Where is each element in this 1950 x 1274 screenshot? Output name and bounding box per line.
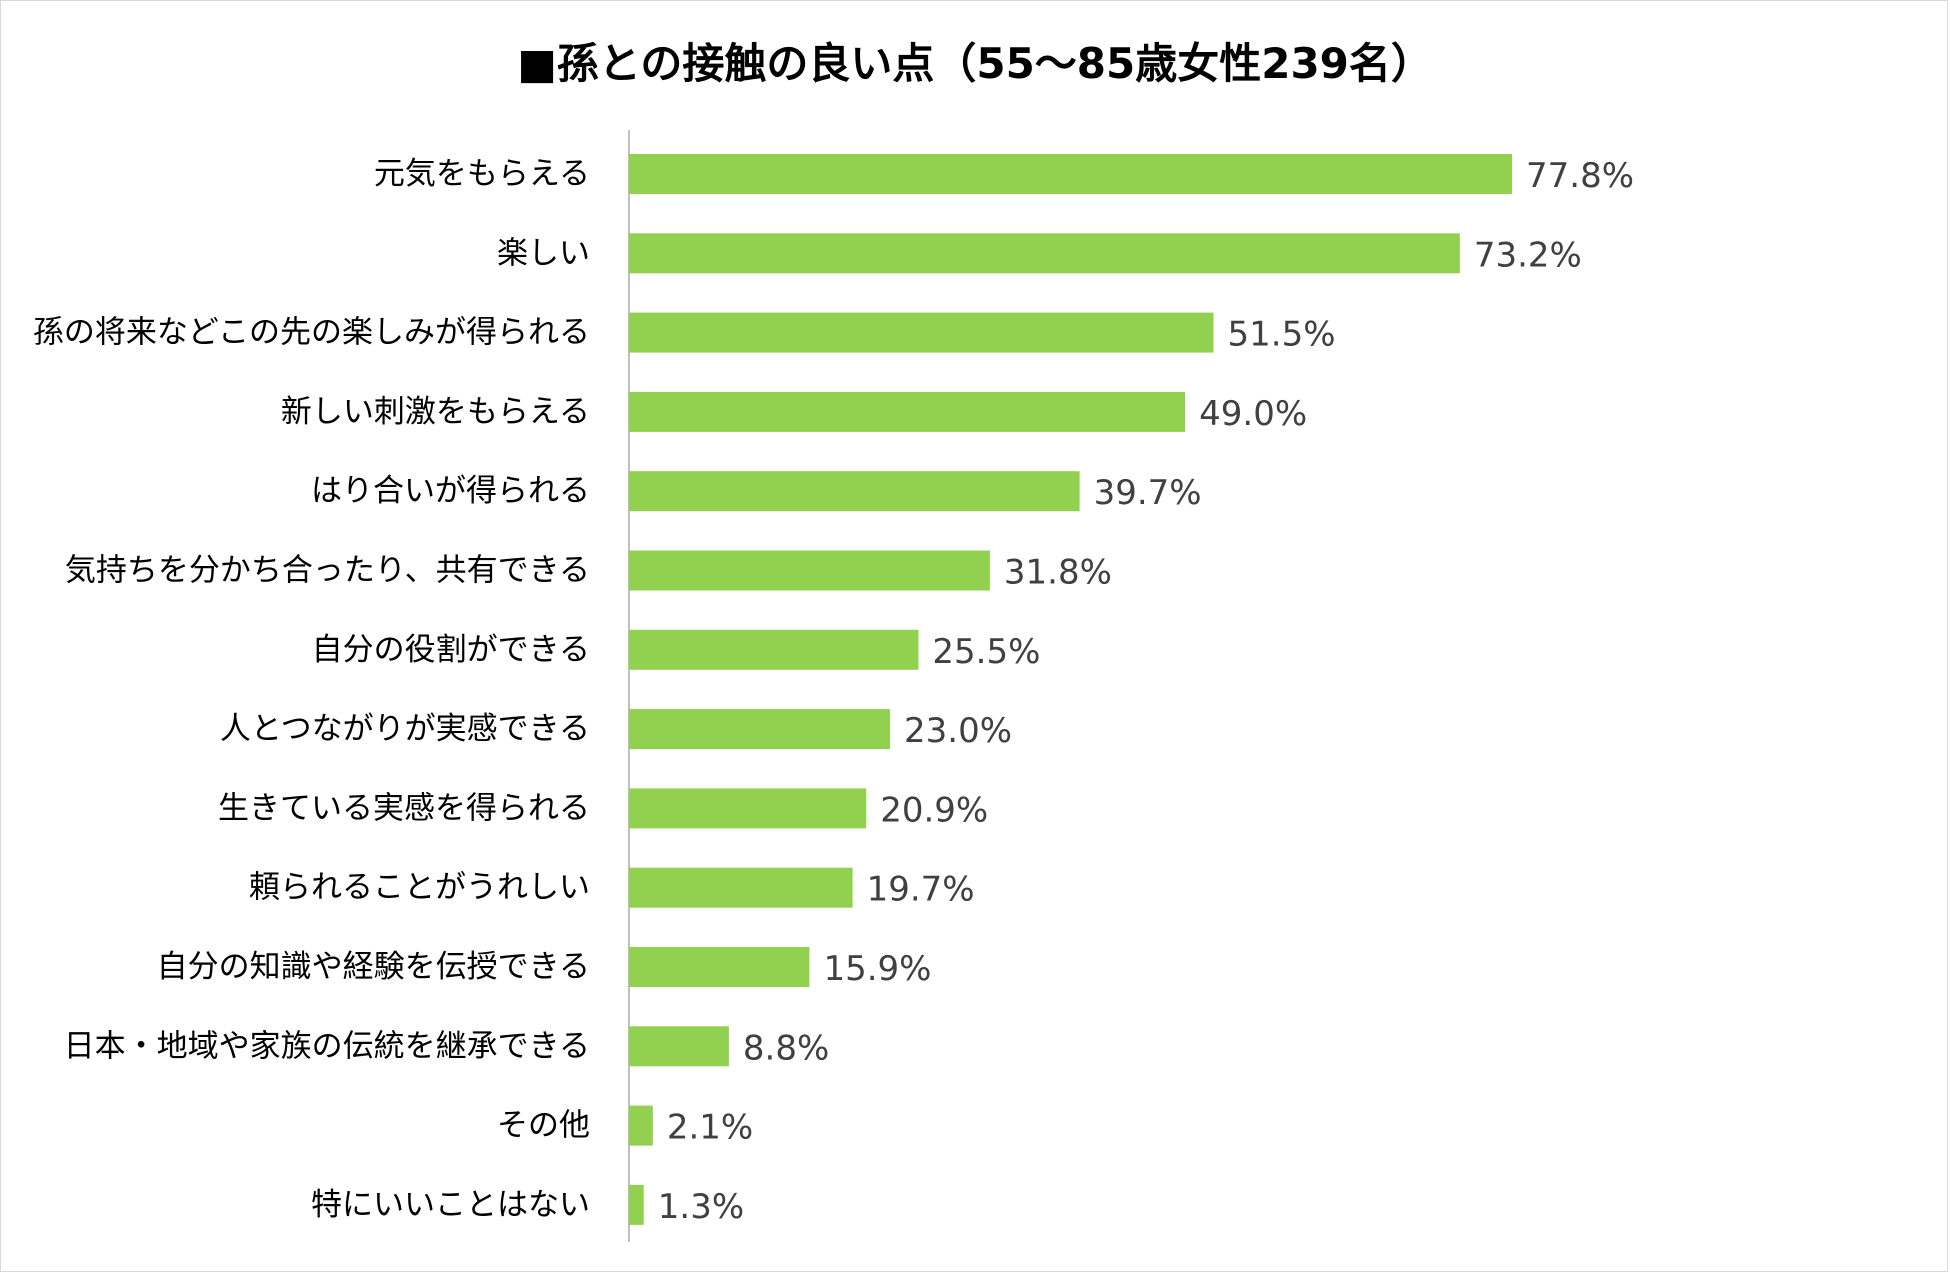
value-label: 1.3% bbox=[658, 1187, 744, 1227]
value-label: 49.0% bbox=[1199, 394, 1307, 434]
category-label: 元気をもらえる bbox=[374, 156, 590, 192]
bar bbox=[629, 391, 1186, 432]
bar bbox=[629, 709, 891, 750]
category-label: 新しい刺激をもらえる bbox=[281, 394, 590, 430]
bar bbox=[629, 1184, 644, 1225]
category-label: 頼られることがうれしい bbox=[249, 870, 590, 906]
category-label: 自分の役割ができる bbox=[312, 632, 590, 668]
category-label: 特にいいことはない bbox=[311, 1187, 590, 1223]
category-label: 気持ちを分かち合ったり、共有できる bbox=[65, 553, 590, 589]
category-label: 生きている実感を得られる bbox=[218, 790, 590, 826]
value-label: 73.2% bbox=[1474, 235, 1582, 275]
bar bbox=[629, 312, 1214, 353]
value-labels-group: 77.8% 73.2% 51.5% 49.0% 39.7% 31.8% 25.5% 23.0%… bbox=[658, 156, 1634, 1227]
value-label: 25.5% bbox=[932, 632, 1040, 672]
category-label: 孫の将来などこの先の楽しみが得られる bbox=[33, 315, 590, 351]
bar bbox=[629, 788, 867, 829]
category-label: その他 bbox=[497, 1108, 590, 1144]
value-label: 15.9% bbox=[823, 949, 931, 989]
bar bbox=[629, 154, 1513, 194]
category-label: はり合いが得られる bbox=[311, 473, 590, 509]
bar bbox=[629, 867, 853, 908]
bar bbox=[629, 1026, 729, 1067]
bar bbox=[629, 550, 990, 591]
category-label: 自分の知識や経験を伝授できる bbox=[157, 949, 590, 985]
value-label: 20.9% bbox=[880, 790, 988, 830]
value-label: 39.7% bbox=[1094, 473, 1202, 513]
value-label: 23.0% bbox=[904, 711, 1012, 751]
value-label: 77.8% bbox=[1526, 156, 1634, 196]
bar bbox=[629, 471, 1080, 512]
value-label: 19.7% bbox=[867, 870, 975, 910]
bar bbox=[629, 233, 1460, 274]
bar bbox=[629, 947, 810, 987]
category-label: 楽しい bbox=[497, 235, 590, 271]
bar bbox=[629, 629, 919, 670]
category-labels-group: 元気をもらえる楽しい孫の将来などこの先の楽しみが得られる新しい刺激をもらえるはり… bbox=[33, 156, 590, 1223]
value-label: 2.1% bbox=[667, 1108, 753, 1148]
category-label: 日本・地域や家族の伝統を継承できる bbox=[64, 1028, 590, 1064]
value-label: 31.8% bbox=[1004, 553, 1112, 593]
bars-group bbox=[629, 154, 1513, 1225]
chart-title: ■孫との接触の良い点（55～85歳女性239名） bbox=[517, 39, 1433, 88]
category-label: 人とつながりが実感できる bbox=[220, 711, 590, 747]
bar bbox=[629, 1105, 653, 1146]
value-label: 51.5% bbox=[1228, 315, 1336, 355]
value-label: 8.8% bbox=[743, 1028, 829, 1068]
